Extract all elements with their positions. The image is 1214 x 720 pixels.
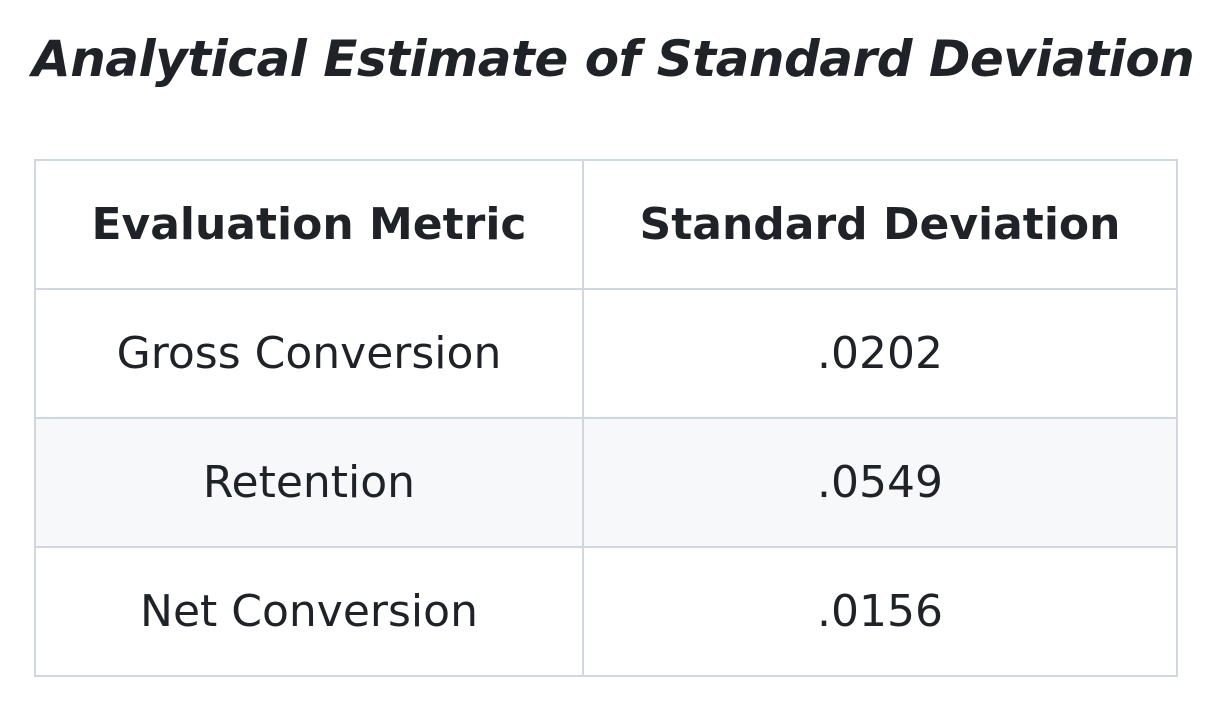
std-dev-cell: .0202 xyxy=(582,288,1178,419)
table-row: Net Conversion .0156 xyxy=(34,546,1178,677)
metric-cell: Net Conversion xyxy=(34,546,584,677)
table-row: Retention .0549 xyxy=(34,417,1178,548)
metric-cell: Retention xyxy=(34,417,584,548)
header-evaluation-metric: Evaluation Metric xyxy=(34,159,584,290)
page-title: Analytical Estimate of Standard Deviatio… xyxy=(32,30,1195,88)
table-header-row: Evaluation Metric Standard Deviation xyxy=(34,159,1178,290)
table-row: Gross Conversion .0202 xyxy=(34,288,1178,419)
std-dev-cell: .0549 xyxy=(582,417,1178,548)
standard-deviation-table: Evaluation Metric Standard Deviation Gro… xyxy=(34,159,1178,677)
std-dev-cell: .0156 xyxy=(582,546,1178,677)
metric-cell: Gross Conversion xyxy=(34,288,584,419)
header-standard-deviation: Standard Deviation xyxy=(582,159,1178,290)
